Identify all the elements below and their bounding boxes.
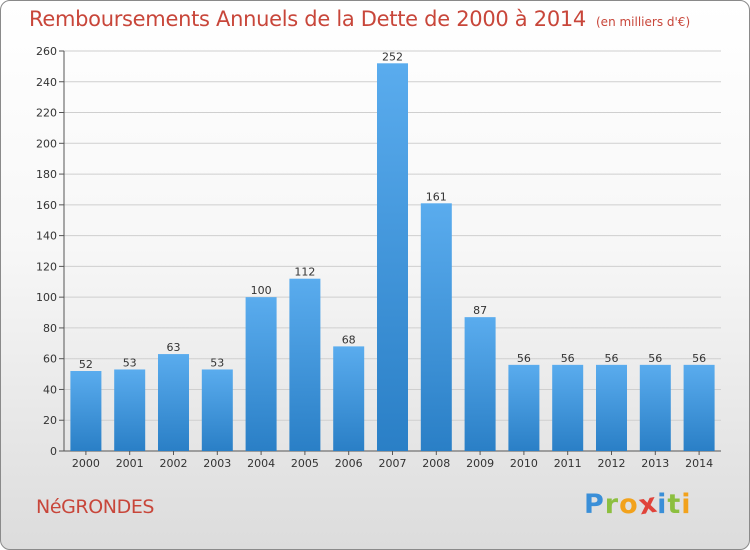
x-tick-label: 2008	[422, 457, 450, 470]
y-tick-label: 240	[36, 76, 57, 89]
bar-2008	[420, 203, 452, 451]
title-text: Remboursements Annuels de la Dette de 20…	[29, 7, 586, 31]
bar-2009	[464, 317, 496, 451]
logo-letter: t	[667, 489, 682, 520]
bar-2012	[596, 364, 627, 451]
bar-2007	[377, 63, 408, 452]
data-label-2003: 53	[210, 356, 224, 369]
bar-2013	[639, 364, 671, 451]
data-label-2014: 56	[692, 352, 706, 365]
y-tick-label: 140	[36, 230, 57, 243]
bar-2004	[245, 297, 277, 451]
data-label-2012: 56	[605, 352, 619, 365]
x-tick-label: 2002	[160, 457, 188, 470]
y-tick-label: 0	[50, 445, 57, 458]
bar-2001	[114, 369, 146, 451]
logo-letter: r	[604, 489, 620, 520]
logo-letter: P	[584, 489, 605, 520]
y-tick-label: 220	[36, 107, 57, 120]
commune-name: NéGRONDES	[36, 496, 155, 518]
y-tick-label: 100	[36, 291, 57, 304]
title-unit: (en milliers d'€)	[596, 15, 691, 29]
data-label-2000: 52	[79, 358, 93, 371]
x-tick-label: 2012	[598, 457, 626, 470]
bars-layer	[70, 63, 715, 452]
bar-2014	[683, 364, 715, 451]
data-label-2009: 87	[473, 304, 487, 317]
y-tick-label: 80	[43, 322, 57, 335]
x-tick-label: 2007	[379, 457, 407, 470]
x-tick-label: 2014	[685, 457, 713, 470]
data-labels-layer: 52 53 63 53 100 112 68 252 161 87 56 56 56 56 56	[79, 50, 706, 371]
x-tick-label: 2013	[641, 457, 669, 470]
data-label-2002: 63	[167, 341, 181, 354]
proxiti-logo: Proxiti	[584, 488, 692, 522]
bar-2005	[289, 278, 321, 451]
bar-2011	[552, 364, 584, 451]
y-tick-label: 200	[36, 137, 57, 150]
bar-2002	[158, 354, 189, 451]
chart-title: Remboursements Annuels de la Dette de 20…	[29, 7, 690, 31]
logo-letter: i	[657, 489, 668, 520]
y-tick-label: 60	[43, 353, 57, 366]
x-tick-label: 2000	[72, 457, 100, 470]
data-label-2008: 161	[426, 190, 447, 203]
x-tick-label: 2009	[466, 457, 494, 470]
logo-letter: o	[619, 489, 639, 520]
y-tick-label: 120	[36, 260, 57, 273]
x-tick-label: 2005	[291, 457, 319, 470]
x-tick-label: 2011	[554, 457, 582, 470]
data-label-2013: 56	[648, 352, 662, 365]
data-label-2007: 252	[382, 50, 403, 63]
bar-2000	[70, 371, 102, 451]
bar-2006	[333, 346, 365, 451]
bar-2003	[201, 369, 233, 451]
y-tick-label: 160	[36, 199, 57, 212]
y-tick-label: 260	[36, 45, 57, 58]
logo-letter: i	[681, 489, 692, 520]
data-label-2004: 100	[251, 284, 272, 297]
data-label-2011: 56	[561, 352, 575, 365]
y-tick-label: 40	[43, 383, 57, 396]
data-label-2006: 68	[342, 333, 356, 346]
data-label-2005: 112	[294, 266, 315, 279]
y-tick-label: 180	[36, 168, 57, 181]
x-tick-label: 2001	[116, 457, 144, 470]
y-tick-label: 20	[43, 414, 57, 427]
data-label-2010: 56	[517, 352, 531, 365]
x-tick-label: 2006	[335, 457, 363, 470]
x-tick-label: 2010	[510, 457, 538, 470]
data-label-2001: 53	[123, 356, 137, 369]
bar-2010	[508, 364, 540, 451]
x-tick-label: 2003	[203, 457, 231, 470]
x-tick-label: 2004	[247, 457, 275, 470]
